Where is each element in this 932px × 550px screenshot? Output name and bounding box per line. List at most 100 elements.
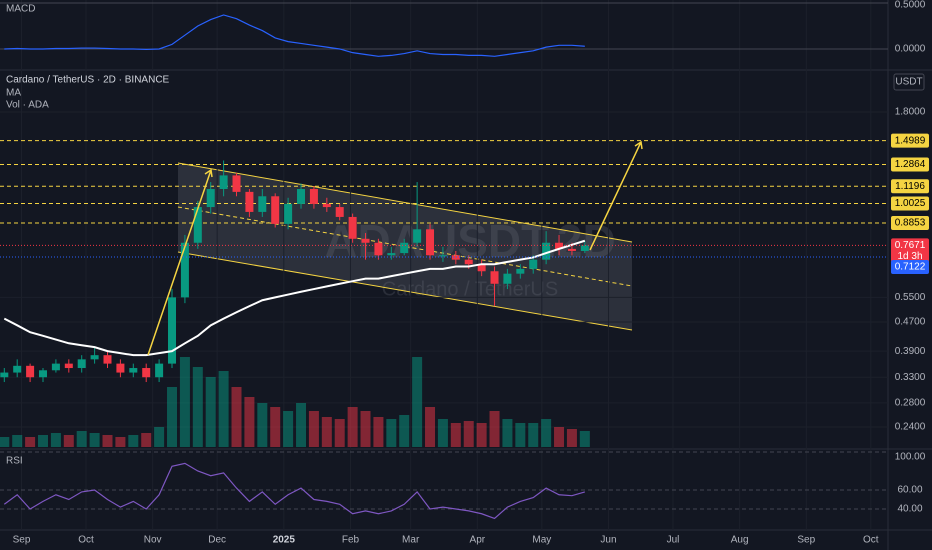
indicator-line <box>3 462 586 520</box>
candle-body <box>400 242 409 254</box>
volume-bar <box>102 435 113 447</box>
volume-bar <box>218 371 229 447</box>
candle-body <box>129 368 138 373</box>
candle-body <box>116 363 125 373</box>
y-tick-label: 60.00 <box>897 485 922 496</box>
ma-price-box <box>891 259 929 274</box>
volume-bar <box>515 423 526 447</box>
last-price-label: 0.7671 <box>895 240 926 251</box>
candle-body <box>529 259 538 269</box>
candle-body <box>309 189 318 204</box>
volume-bar <box>308 411 319 447</box>
x-tick-label: Oct <box>78 535 94 546</box>
volume-bar <box>386 419 397 447</box>
indicator-label: MA <box>6 88 21 99</box>
candle-body <box>232 175 241 192</box>
y-tick-label: 0.4700 <box>895 317 926 328</box>
candle-body <box>155 363 164 378</box>
candle-body <box>180 242 189 298</box>
candle-body <box>567 248 576 251</box>
x-tick-label: Feb <box>342 535 360 546</box>
level-box <box>891 133 929 148</box>
candle-body <box>284 203 293 224</box>
volume-bar <box>115 437 126 447</box>
indicator-line <box>4 14 585 57</box>
candle-body <box>206 189 215 208</box>
volume-bar <box>0 437 10 447</box>
volume-bar <box>412 357 423 447</box>
y-tick-label: 0.3300 <box>895 372 926 383</box>
level-box <box>891 215 929 230</box>
arrow <box>589 140 643 251</box>
x-tick-label: Aug <box>731 535 749 546</box>
y-tick-label: 0.3900 <box>895 346 926 357</box>
volume-bar <box>63 435 74 447</box>
candle-body <box>348 216 357 239</box>
pane-title: RSI <box>6 456 23 467</box>
x-tick-label: Jul <box>667 535 680 546</box>
volume-bar <box>579 431 590 447</box>
candle-body <box>542 242 551 260</box>
y-tick-label: 100.00 <box>895 452 926 463</box>
marks <box>0 2 888 520</box>
volume-bar <box>154 427 165 447</box>
candle-body <box>555 242 564 249</box>
x-tick-label: May <box>532 535 551 546</box>
candle-body <box>51 363 60 371</box>
volume-bar <box>244 397 255 447</box>
volume-bar <box>502 419 513 447</box>
y-tick-label: 0.5000 <box>895 0 926 11</box>
candle-body <box>451 255 460 260</box>
indicator-label: Vol · ADA <box>6 100 49 111</box>
x-tick-label: Sep <box>797 535 815 546</box>
volume-bar <box>50 433 61 447</box>
volume-bar <box>373 417 384 447</box>
x-tick-label: Apr <box>470 535 486 546</box>
level-box <box>891 179 929 194</box>
candle-body <box>219 175 228 190</box>
x-tick-label: Nov <box>144 535 162 546</box>
volume-bar <box>425 407 436 447</box>
volume-bar <box>360 411 371 447</box>
volume-bar <box>270 407 281 447</box>
volume-bar <box>25 437 36 447</box>
y-tick-label: 0.2400 <box>895 422 926 433</box>
pane-title: MACD <box>6 4 35 15</box>
candle-body <box>39 370 48 378</box>
ma-price-label: 0.7122 <box>895 262 926 273</box>
candle-body <box>387 253 396 256</box>
arrows <box>147 140 643 356</box>
volume-bar <box>38 435 49 447</box>
candle-body <box>490 271 499 284</box>
volume-bar <box>347 407 358 447</box>
volume-bar <box>476 423 487 447</box>
candle-body <box>103 355 112 364</box>
volume-bar <box>12 435 23 447</box>
candle-body <box>438 255 447 257</box>
volume-bar <box>463 421 474 447</box>
volume-bar <box>179 357 190 447</box>
candle-body <box>516 268 525 274</box>
candle-body <box>322 203 331 208</box>
volume-bar <box>167 387 178 447</box>
level-label: 1.0025 <box>895 198 926 209</box>
volume-bar <box>334 419 345 447</box>
countdown: 1d 3h <box>897 251 922 262</box>
level-label: 0.8853 <box>895 218 926 229</box>
volume-bar <box>399 415 410 447</box>
y-tick-label: 1.8000 <box>895 107 926 118</box>
candle-body <box>77 359 86 369</box>
candle-body <box>374 242 383 256</box>
candle-body <box>503 273 512 284</box>
candle-body <box>168 297 177 364</box>
last-price-box <box>891 238 929 263</box>
symbol-title: Cardano / TetherUS · 2D · BINANCE <box>6 75 170 86</box>
y-tick-label: 0.5500 <box>895 292 926 303</box>
candle-body <box>477 264 486 272</box>
volume-bar <box>321 417 332 447</box>
currency: USDT <box>895 77 922 88</box>
candle-body <box>0 372 9 378</box>
level-label: 1.4989 <box>895 135 926 146</box>
